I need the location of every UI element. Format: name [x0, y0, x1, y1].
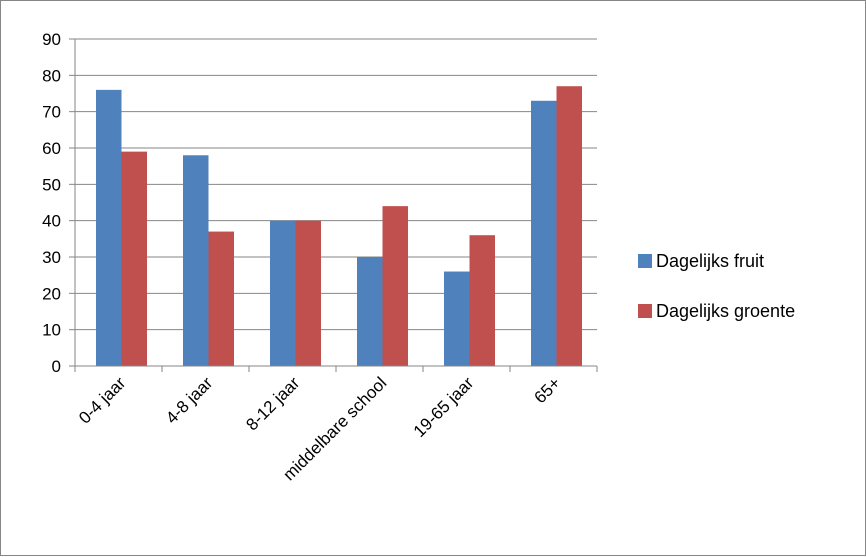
bar-fruit — [270, 220, 296, 366]
legend-swatch — [638, 254, 652, 268]
y-tick-label: 90 — [42, 30, 61, 49]
y-tick-label: 60 — [42, 139, 61, 158]
bar-fruit — [183, 155, 209, 366]
y-tick-label: 40 — [42, 212, 61, 231]
bar-fruit — [531, 100, 557, 367]
bars — [96, 86, 582, 367]
bar-groente — [556, 86, 582, 366]
y-tick-label: 20 — [42, 284, 61, 303]
bar-groente — [382, 206, 408, 366]
legend: Dagelijks fruit Dagelijks groente — [638, 251, 795, 321]
x-tick-label: 19-65 jaar — [410, 373, 478, 441]
y-tick-label: 80 — [42, 66, 61, 85]
x-tick-label: 0-4 jaar — [75, 373, 129, 427]
bar-fruit — [96, 89, 122, 366]
x-tick-label: 8-12 jaar — [242, 373, 303, 434]
bar-groente — [121, 151, 147, 366]
y-tick-label: 70 — [42, 103, 61, 122]
legend-label: Dagelijks fruit — [656, 251, 764, 271]
y-tick-label: 0 — [52, 357, 61, 376]
axes — [69, 38, 598, 372]
y-tick-label: 30 — [42, 248, 61, 267]
y-tick-label: 10 — [42, 321, 61, 340]
bar-fruit — [357, 257, 383, 366]
bar-fruit — [444, 271, 470, 366]
y-tick-label: 50 — [42, 175, 61, 194]
x-tick-label: 4-8 jaar — [162, 373, 216, 427]
bar-groente — [469, 235, 495, 366]
bar-groente — [208, 231, 234, 366]
gridlines — [75, 38, 597, 331]
bar-groente — [295, 220, 321, 366]
legend-label: Dagelijks groente — [656, 301, 795, 321]
x-tick-label: 65+ — [530, 373, 564, 407]
y-tick-labels: 0 10 20 30 40 50 60 70 80 90 — [42, 30, 61, 376]
legend-swatch — [638, 304, 652, 318]
